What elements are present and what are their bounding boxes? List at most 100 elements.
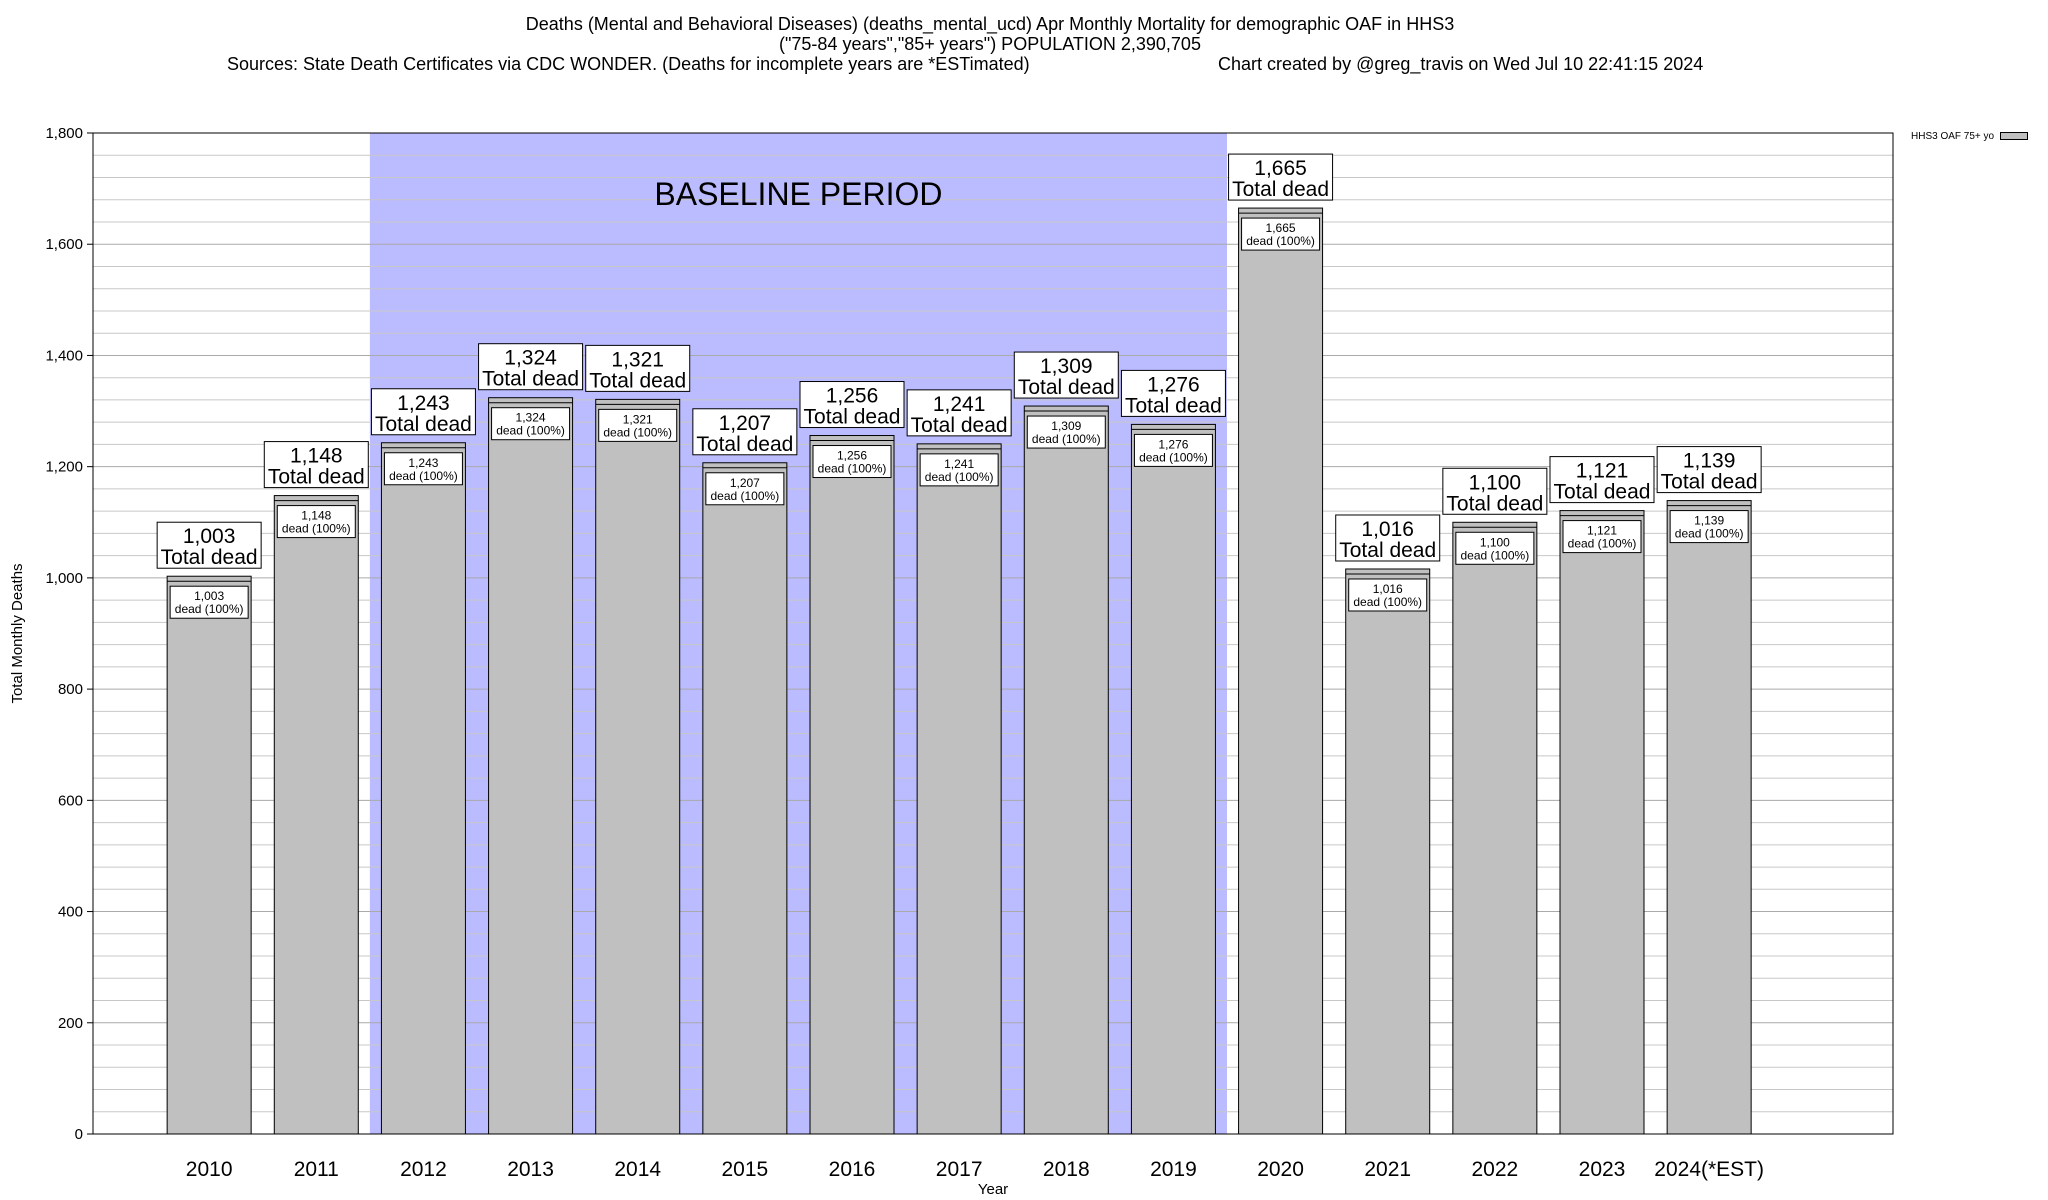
bar-total-label-box [1656, 446, 1762, 494]
x-tick-label: 2016 [829, 1158, 876, 1181]
bar [166, 575, 252, 1135]
bar-total-value: 1,665 [1254, 157, 1307, 180]
bar-inner-value: 1,003 [194, 589, 224, 603]
x-tick-label: 2013 [507, 1158, 554, 1181]
bar-inner-value: 1,016 [1373, 582, 1403, 596]
bar-inner-suffix: dead (100%) [1139, 450, 1208, 464]
bar-inner-suffix: dead (100%) [1568, 537, 1637, 551]
bar [1023, 405, 1109, 1135]
bar-inner-label-box [1241, 217, 1321, 251]
bar-total-label-box [1120, 369, 1226, 417]
chart-credit: Chart created by @greg_travis on Wed Jul… [1218, 54, 1704, 74]
bar-inner-label-box [491, 407, 571, 441]
x-axis-label: Year [978, 1181, 1008, 1198]
bar-inner-suffix: dead (100%) [603, 425, 672, 439]
bar-total-label-box [585, 344, 691, 392]
bar-total-suffix: Total dead [804, 406, 901, 429]
y-tick-label: 400 [58, 904, 83, 921]
bar-inner-suffix: dead (100%) [1353, 595, 1422, 609]
bar-inner-value: 1,148 [301, 509, 331, 523]
bar-inner-suffix: dead (100%) [1246, 234, 1315, 248]
bar-total-label-box [1442, 467, 1548, 515]
bar-total-suffix: Total dead [1446, 492, 1543, 515]
y-tick-label: 800 [58, 681, 83, 698]
legend: HHS3 OAF 75+ yo [1911, 131, 2029, 143]
x-tick-label: 2015 [721, 1158, 768, 1181]
y-axis-label: Total Monthly Deaths [9, 563, 26, 703]
bar-total-value: 1,100 [1469, 471, 1522, 494]
bar-total-suffix: Total dead [268, 466, 365, 489]
bar-inner-label-box [383, 452, 463, 486]
chart-subtitle: ("75-84 years","85+ years") POPULATION 2… [779, 34, 1201, 54]
bar-total-label-box [906, 389, 1012, 437]
y-tick-label: 0 [75, 1126, 83, 1143]
bar-total-value: 1,276 [1147, 373, 1200, 396]
bar [1666, 500, 1752, 1135]
x-tick-label: 2010 [186, 1158, 233, 1181]
bar-total-suffix: Total dead [1125, 394, 1222, 417]
bar-inner-value: 1,207 [730, 476, 760, 490]
bar-inner-suffix: dead (100%) [710, 489, 779, 503]
legend-swatch [2000, 132, 2029, 141]
bar-total-suffix: Total dead [1339, 539, 1436, 562]
bar-total-suffix: Total dead [589, 369, 686, 392]
bar-total-label-box [799, 381, 905, 429]
bar-total-suffix: Total dead [1018, 376, 1115, 399]
bar-inner-suffix: dead (100%) [1675, 527, 1744, 541]
bar-inner-value: 1,139 [1694, 514, 1724, 528]
chart-sources: Sources: State Death Certificates via CD… [227, 54, 1030, 74]
chart-title: Deaths (Mental and Behavioral Diseases) … [525, 14, 1455, 34]
bar-inner-value: 1,276 [1158, 437, 1188, 451]
bar-total-value: 1,121 [1576, 460, 1629, 483]
bar-inner-label-box [705, 472, 785, 506]
x-tick-label: 2020 [1257, 1158, 1304, 1181]
bar-total-suffix: Total dead [1232, 178, 1329, 201]
bar-total-label-box [1228, 153, 1334, 201]
bar-inner-label-box [919, 453, 999, 487]
bar-total-value: 1,321 [611, 348, 664, 371]
bar-inner-label-box [812, 445, 892, 479]
bar-inner-value: 1,121 [1587, 524, 1617, 538]
bar-inner-value: 1,241 [944, 457, 974, 471]
x-tick-label: 2017 [936, 1158, 983, 1181]
bar [1130, 423, 1216, 1135]
bar-total-value: 1,148 [290, 445, 343, 468]
bar-inner-value: 1,243 [408, 456, 438, 470]
bar-total-value: 1,309 [1040, 355, 1093, 378]
x-tick-label: 2024(*EST) [1654, 1158, 1764, 1181]
bar-total-value: 1,324 [504, 347, 557, 370]
bar-inner-label-box [1133, 433, 1213, 467]
y-tick-label: 200 [58, 1015, 83, 1032]
bar [488, 397, 574, 1135]
y-tick-label: 1,800 [45, 125, 83, 142]
y-tick-label: 1,400 [45, 347, 83, 364]
y-tick-label: 1,200 [45, 459, 83, 476]
legend-label: HHS3 OAF 75+ yo [1911, 131, 1995, 142]
y-tick-label: 1,600 [45, 236, 83, 253]
bar-inner-label-box [276, 505, 356, 539]
bar-total-suffix: Total dead [161, 546, 258, 569]
baseline-period-label: BASELINE PERIOD [654, 176, 942, 212]
bar-inner-value: 1,309 [1051, 419, 1081, 433]
x-tick-label: 2022 [1471, 1158, 1518, 1181]
bar-total-label-box [263, 441, 369, 489]
x-tick-label: 2023 [1579, 1158, 1626, 1181]
bar [1345, 568, 1431, 1135]
bar-total-label-box [156, 521, 262, 569]
bar-inner-label-box [1026, 415, 1106, 449]
bar-inner-suffix: dead (100%) [925, 470, 994, 484]
bar-inner-label-box [1669, 510, 1749, 544]
bar-total-label-box [692, 408, 798, 456]
x-tick-label: 2021 [1364, 1158, 1411, 1181]
x-tick-label: 2014 [614, 1158, 661, 1181]
bar-total-suffix: Total dead [1661, 471, 1758, 494]
bar-inner-suffix: dead (100%) [1460, 548, 1529, 562]
bar-inner-value: 1,100 [1480, 535, 1510, 549]
bar-total-suffix: Total dead [1554, 481, 1651, 504]
bar [809, 435, 895, 1135]
bar-total-label-box [478, 343, 584, 391]
x-tick-label: 2019 [1150, 1158, 1197, 1181]
bar-inner-label-box [598, 408, 678, 442]
bar-total-value: 1,241 [933, 393, 986, 416]
